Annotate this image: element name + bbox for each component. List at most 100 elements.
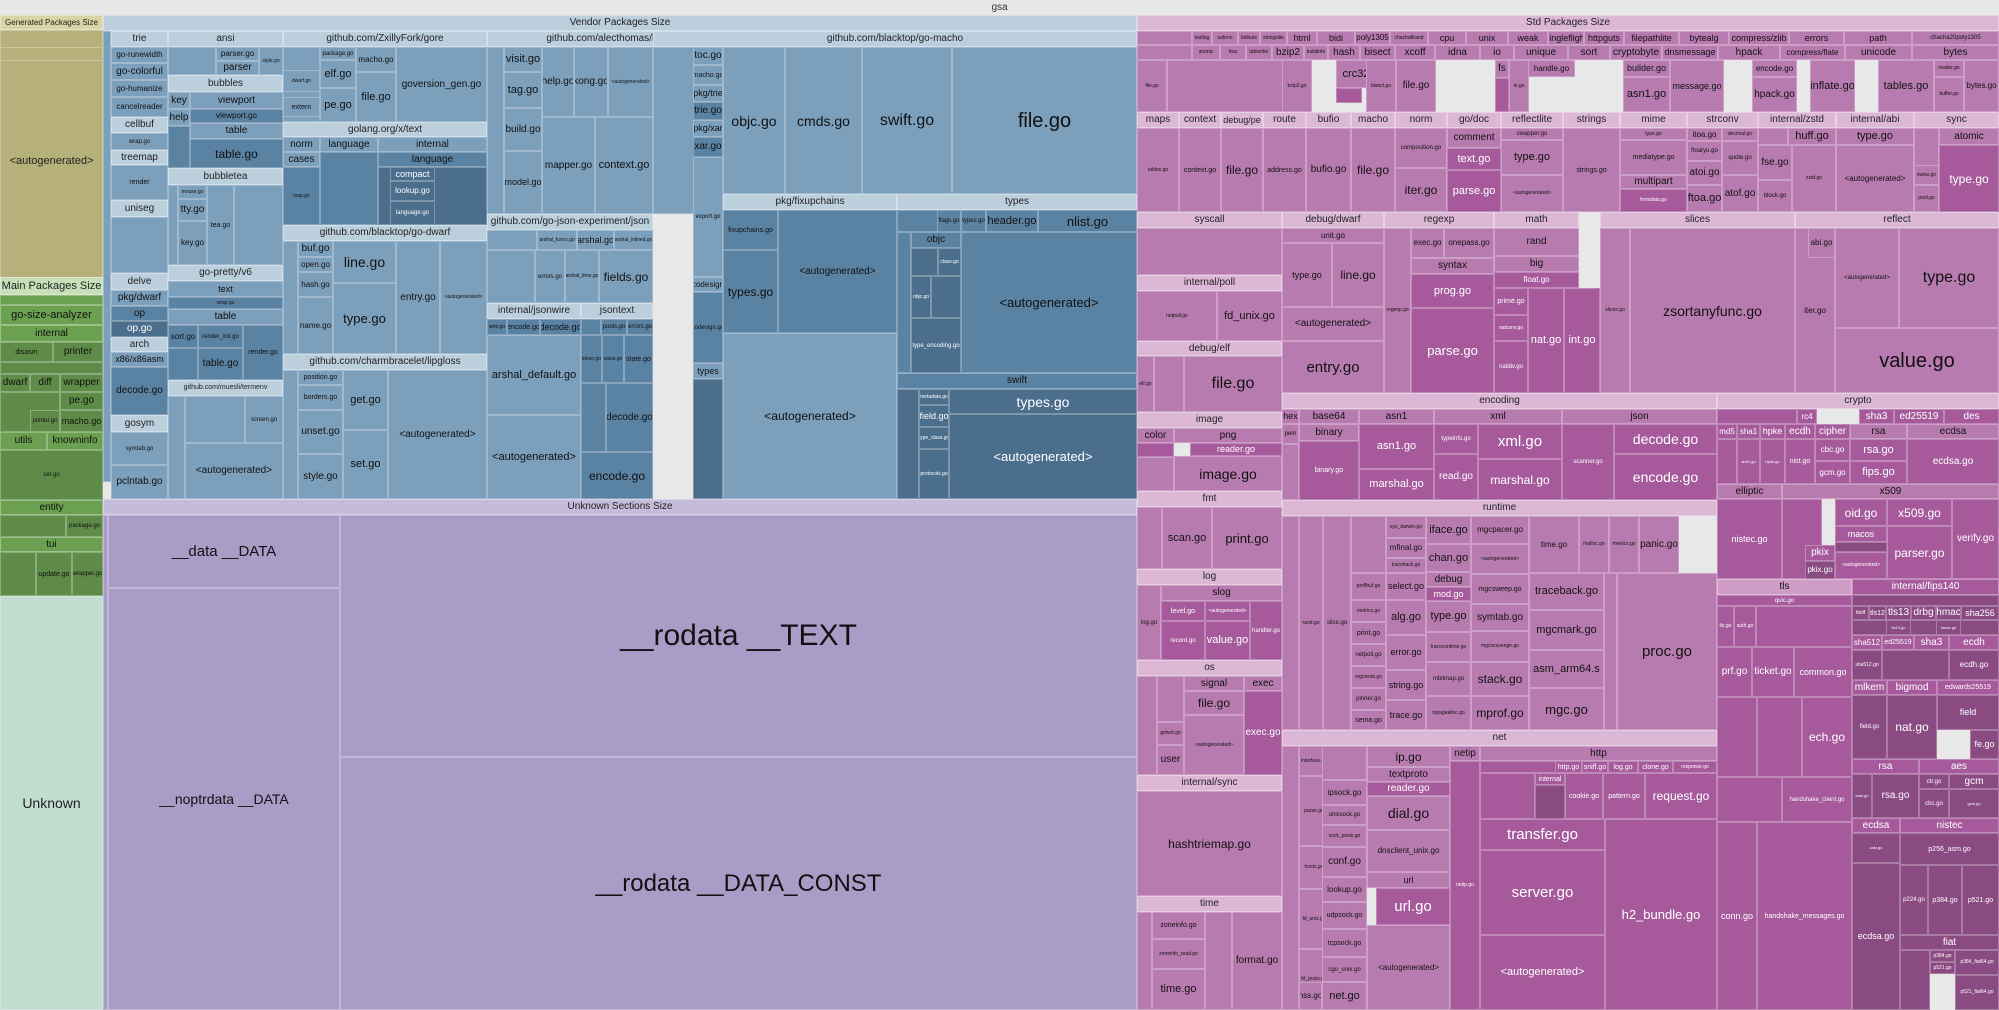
tile-log-go[interactable]: log.go [1608, 761, 1638, 773]
tile-nlist-go[interactable]: nlist.go [1038, 210, 1137, 232]
tile-toc-go[interactable]: toc.go [693, 47, 723, 65]
tile-file-go[interactable]: file.go [1396, 60, 1436, 112]
tile-nistec[interactable]: nistec [1900, 818, 1999, 833]
group-header-reflect[interactable]: reflect [1795, 212, 1999, 228]
tile-type-go[interactable]: type.go [1620, 128, 1687, 140]
tile-cancelreader[interactable]: cancelreader [111, 97, 168, 117]
tile-type-go[interactable]: type.go [1836, 128, 1914, 145]
tile-cases[interactable]: cases [283, 152, 320, 167]
group-header-macho[interactable]: macho [1351, 112, 1395, 128]
tile-sock-posix-go[interactable]: sock_posix.go [1322, 825, 1367, 847]
group-header-jsontext[interactable]: jsontext [581, 303, 653, 319]
tile-protocols-go[interactable]: protocols.go [919, 449, 949, 499]
tile-block[interactable] [1480, 773, 1535, 819]
tile-block[interactable] [1137, 443, 1174, 457]
tile-viewport-go[interactable]: viewport.go [190, 109, 283, 123]
tile-xcoff[interactable]: xcoff [1395, 45, 1435, 60]
tile-compress-zlib[interactable]: compress/zlib [1729, 31, 1789, 45]
group-header-crypto[interactable]: crypto [1717, 393, 1999, 409]
tile-edwards25519[interactable]: edwards25519 [1937, 680, 1999, 695]
tile-decode-go[interactable]: decode.go [111, 367, 168, 415]
tile-panic-go[interactable]: panic.go [1639, 516, 1679, 573]
tile-autogenerated[interactable]: <autogenerated> [1184, 715, 1244, 775]
tile-type-go[interactable]: type.go [1282, 243, 1332, 307]
tile-help[interactable]: help [168, 109, 190, 126]
tile-unknown[interactable]: Unknown [0, 596, 103, 1010]
tile-x86-x86asm[interactable]: x86/x86asm [111, 352, 168, 367]
tile-position-go[interactable]: position.go [298, 370, 343, 385]
tile-wrap-go[interactable]: wrap.go [168, 297, 283, 309]
tile-ecdh[interactable]: ecdh [1785, 424, 1815, 439]
tile-mfinal-go[interactable]: mfinal.go [1386, 538, 1426, 558]
tile-type-go[interactable]: type.go [333, 283, 396, 354]
tile-tea-go[interactable]: tea.go [207, 185, 234, 265]
tile-rc4[interactable]: rc4 [1797, 409, 1817, 424]
tile-print-go[interactable]: print.go [1351, 622, 1386, 644]
tile-traceback-go[interactable]: traceback.go [1529, 573, 1604, 610]
tile-reader-go[interactable]: reader.go [1190, 443, 1282, 456]
tile-handshake-client-go[interactable]: handshake_client.go [1782, 777, 1852, 822]
tile-block[interactable] [103, 31, 111, 482]
tile-types-go[interactable]: types.go [949, 389, 1137, 414]
tile-hash-go[interactable]: hash.go [298, 272, 333, 297]
tile-rand-go[interactable]: rand.go [1299, 516, 1323, 730]
tile-macho-go[interactable]: macho.go [693, 65, 723, 85]
group-header-cellbuf[interactable]: cellbuf [111, 117, 168, 133]
tile-package-go[interactable]: package.go [320, 47, 356, 60]
tile-dial-go[interactable]: dial.go [1367, 796, 1450, 830]
tile-gcm-go[interactable]: gcm.go [1949, 789, 1999, 818]
tile-open-go[interactable]: open.go [298, 257, 333, 272]
tile-zoneinfo-go[interactable]: zoneinfo.go [1152, 912, 1205, 939]
tile-cast-go[interactable]: cast.go [1852, 774, 1872, 818]
tile-macho-go[interactable]: macho.go [356, 47, 396, 72]
tile-printer-go[interactable]: printer.go [30, 410, 60, 432]
tile-sha3[interactable]: sha3 [1914, 635, 1949, 650]
tile-chacha20poly1305[interactable]: chacha20poly1305 [1912, 31, 1999, 45]
tile-op-go[interactable]: op.go [111, 321, 168, 337]
group-header-internal-fips140[interactable]: internal/fips140 [1852, 579, 1999, 595]
tile-block[interactable] [1717, 439, 1737, 484]
tile-decode-go[interactable]: decode.go [540, 319, 581, 335]
tile-time-go[interactable]: time.go [1152, 969, 1205, 1010]
tile-go-humanize[interactable]: go-humanize [111, 80, 168, 97]
tile-block[interactable] [1322, 746, 1367, 780]
tile-dnsclient-unix-go[interactable]: dnsclient_unix.go [1367, 830, 1450, 872]
tile-file-go[interactable]: file.go [356, 72, 396, 122]
tile-pe-go[interactable]: pe.go [320, 88, 356, 122]
group-header-log[interactable]: log [1137, 569, 1282, 585]
tile-block[interactable] [1167, 60, 1292, 112]
tile-block[interactable] [168, 47, 216, 75]
tile-block[interactable] [1882, 650, 1949, 680]
tile-autogenerated[interactable]: <autogenerated> [1501, 175, 1563, 212]
tile-type-encoding-go[interactable]: type_encoding.go [911, 318, 961, 373]
tile-sys-darwin-go[interactable]: sys_darwin.go [1386, 516, 1426, 538]
group-header-reflectlite[interactable]: reflectlite [1501, 112, 1563, 128]
tile-p521-go[interactable]: p521.go [1962, 865, 1999, 935]
tile-gcm-go[interactable]: gcm.go [1815, 461, 1850, 484]
tile-huff-go[interactable]: huff.go [1788, 128, 1836, 145]
tile-visit-go[interactable]: visit.go [504, 47, 542, 72]
tile-itoa-go[interactable]: itoa.go [1687, 128, 1722, 141]
tile-p521-fiat64-go[interactable]: p521_fiat64.go [1955, 975, 1999, 1010]
tile-objc-go[interactable]: objc.go [911, 276, 931, 318]
group-header-sync[interactable]: sync [1914, 112, 1999, 128]
tile-block[interactable] [1137, 507, 1162, 569]
tile-marshal-go[interactable]: marshal.go [1478, 459, 1562, 500]
tile-block[interactable] [168, 185, 178, 265]
tile-p256-asm-go[interactable]: p256_asm.go [1900, 833, 1999, 865]
tile-chan-go[interactable]: chan.go [1426, 544, 1471, 572]
group-header-tls[interactable]: tls [1717, 579, 1852, 595]
group-header-debug-elf[interactable]: debug/elf [1137, 341, 1282, 356]
tile-key-go[interactable]: key.go [178, 221, 207, 265]
tile-file-go[interactable]: file.go [1351, 128, 1395, 212]
tile-block[interactable] [1137, 228, 1282, 275]
tile-symtab-go[interactable]: symtab.go [111, 432, 168, 465]
tile-errors[interactable]: errors [1789, 31, 1844, 45]
tile-atoi-go[interactable]: atoi.go [1687, 161, 1722, 185]
tile-weak[interactable]: weak [1508, 31, 1548, 45]
tile-block[interactable] [1717, 697, 1757, 777]
tile-filepathlite[interactable]: filepathlite [1624, 31, 1679, 45]
tile-atof-go[interactable]: atof.go [1722, 175, 1758, 212]
tile-iter-go[interactable]: iter.go [1395, 168, 1447, 212]
tile-autogenerated[interactable]: <autogenerated> [949, 414, 1137, 499]
